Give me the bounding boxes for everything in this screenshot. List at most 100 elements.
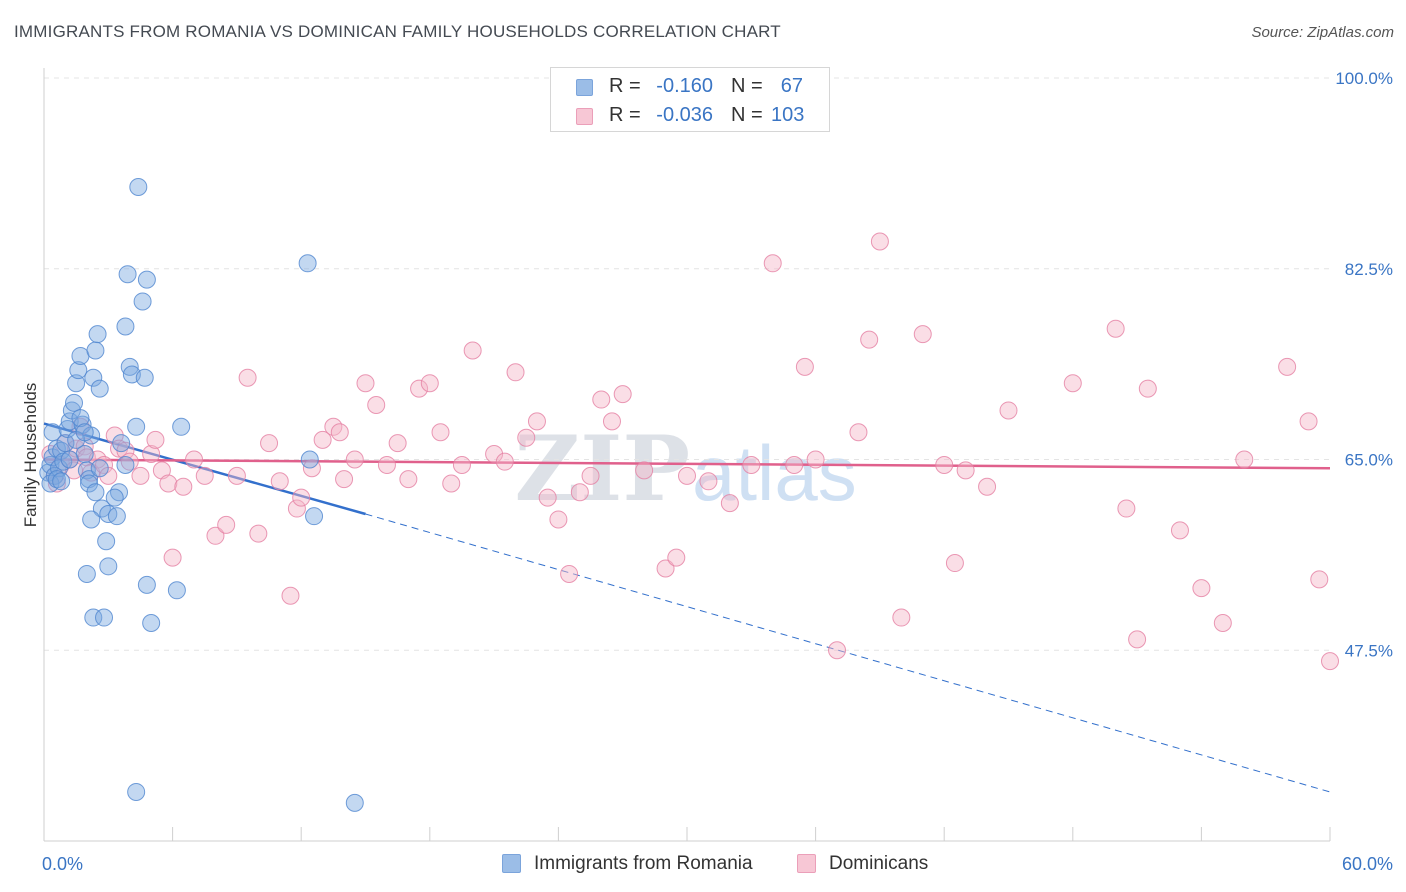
dominicans-point xyxy=(1106,319,1125,338)
series-legend-dominicans: Dominicans xyxy=(797,850,957,878)
dominicans-point xyxy=(581,466,600,485)
romania-trend-extension xyxy=(365,513,1331,793)
romania-point xyxy=(305,507,324,526)
dominicans-point xyxy=(935,455,954,474)
dominicans-point xyxy=(146,430,165,449)
romania-point xyxy=(133,292,152,311)
romania-point xyxy=(116,455,135,474)
romania-point xyxy=(112,434,131,453)
tick-labels: 47.5% 65.0% 82.5% 100.0% 0.0% 60.0% xyxy=(42,69,1393,874)
data-points xyxy=(39,178,1339,812)
romania-point xyxy=(172,417,191,436)
dominicans-point xyxy=(495,452,514,471)
dominicans-point xyxy=(999,401,1018,420)
dominicans-point xyxy=(699,472,718,491)
romania-point xyxy=(99,557,118,576)
dominicans-point xyxy=(345,450,364,469)
dominicans-point xyxy=(330,423,349,442)
romania-point xyxy=(60,450,79,469)
romania-point xyxy=(90,379,109,398)
dominicans-point xyxy=(206,526,225,545)
dominicans-point xyxy=(667,548,686,567)
dominicans-trend-line xyxy=(43,458,1331,470)
x-tick-label: 0.0% xyxy=(42,854,83,874)
romania-point xyxy=(80,470,99,489)
dominicans-point xyxy=(506,363,525,382)
romania-point xyxy=(71,346,90,365)
dominicans-point xyxy=(1138,379,1157,398)
romania-point xyxy=(137,575,156,594)
romania-point xyxy=(167,581,186,600)
dominicans-point xyxy=(1170,521,1189,540)
dominicans-point xyxy=(270,472,289,491)
romania-point xyxy=(84,368,103,387)
dominicans-point xyxy=(656,559,675,578)
dominicans-point xyxy=(720,494,739,513)
series-swatch-dominicans xyxy=(797,854,816,873)
dominicans-point xyxy=(806,450,825,469)
trend-lines xyxy=(43,422,1331,793)
legend-n-value: 67 xyxy=(780,75,803,97)
dominicans-point xyxy=(570,483,589,502)
dominicans-point xyxy=(517,428,536,447)
series-swatch-romania xyxy=(502,854,521,873)
dominicans-point xyxy=(420,374,439,393)
dominicans-point xyxy=(399,470,418,489)
romania-point xyxy=(86,483,105,502)
dominicans-point xyxy=(335,470,354,489)
watermark-zip: ZIP xyxy=(515,416,690,522)
dominicans-point xyxy=(260,434,279,453)
chart-title: IMMIGRANTS FROM ROMANIA VS DOMINICAN FAM… xyxy=(14,22,781,41)
dominicans-point xyxy=(485,445,504,464)
romania-point xyxy=(127,417,146,436)
dominicans-point xyxy=(1192,579,1211,598)
dominicans-point xyxy=(956,461,975,480)
romania-point xyxy=(88,325,107,344)
legend-r-value: -0.036 xyxy=(656,104,713,126)
dominicans-point xyxy=(978,477,997,496)
legend-row-dominicans: R = -0.036 N = 103 xyxy=(551,101,829,131)
dominicans-point xyxy=(613,385,632,404)
romania-point xyxy=(71,409,90,428)
romania-point xyxy=(107,507,126,526)
dominicans-point xyxy=(1213,614,1232,632)
legend-n-value: 103 xyxy=(771,104,805,126)
dominicans-point xyxy=(249,524,268,543)
dominicans-point xyxy=(377,455,396,474)
dominicans-point xyxy=(152,461,171,480)
axes xyxy=(43,68,1331,842)
legend-r-label: R = xyxy=(609,75,641,97)
dominicans-point xyxy=(281,586,300,605)
dominicans-point xyxy=(1117,499,1136,518)
dominicans-point xyxy=(463,341,482,360)
legend-n-label: N = xyxy=(731,104,763,126)
dominicans-point xyxy=(913,325,932,344)
dominicans-point xyxy=(452,455,471,474)
romania-point xyxy=(129,178,148,196)
romania-point xyxy=(97,532,116,551)
dominicans-point xyxy=(678,466,696,485)
dominicans-point xyxy=(163,548,182,567)
romania-point xyxy=(142,614,161,632)
dominicans-point xyxy=(742,455,761,474)
romania-point xyxy=(52,472,71,491)
dominicans-point xyxy=(410,379,429,398)
romania-point xyxy=(77,564,96,583)
romania-point xyxy=(95,608,114,627)
dominicans-point xyxy=(635,461,654,480)
watermark-atlas: atlas xyxy=(692,429,857,517)
romania-point xyxy=(67,374,86,393)
dominicans-point xyxy=(549,510,568,529)
dominicans-point xyxy=(560,564,579,583)
romania-point xyxy=(135,368,154,387)
romania-trend-line xyxy=(43,422,366,516)
series-label-dominicans: Dominicans xyxy=(829,853,929,874)
dominicans-point xyxy=(785,455,804,474)
dominicans-point xyxy=(159,474,178,493)
romania-point xyxy=(65,393,84,412)
romania-point xyxy=(120,357,139,376)
series-legend-romania: Immigrants from Romania xyxy=(502,850,792,878)
dominicans-point xyxy=(1278,357,1297,376)
legend-swatch-romania xyxy=(576,79,593,96)
